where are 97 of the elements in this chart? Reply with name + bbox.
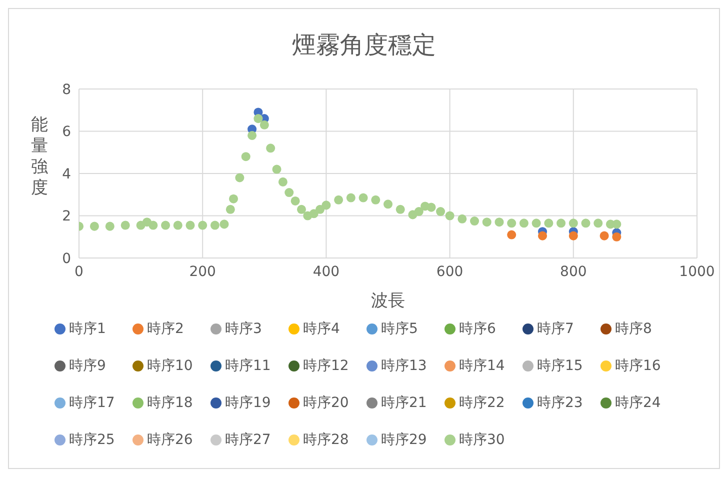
legend-label: 時序19 [225, 394, 271, 412]
y-tick-label: 0 [62, 250, 71, 267]
legend-label: 時序5 [381, 320, 418, 338]
legend-label: 時序17 [69, 394, 115, 412]
point [272, 164, 282, 174]
point [371, 195, 380, 204]
legend-label: 時序3 [225, 320, 262, 338]
point [445, 211, 454, 220]
x-tick-label: 600 [436, 264, 464, 280]
point [316, 204, 325, 214]
point [426, 202, 436, 212]
point [105, 222, 114, 231]
legend-label: 時序28 [303, 430, 349, 448]
point [248, 130, 257, 140]
point [322, 200, 331, 210]
point [538, 231, 548, 240]
point [568, 218, 578, 228]
x-tick-label: 400 [312, 264, 340, 280]
x-tick-label: 200 [189, 264, 216, 280]
point [470, 216, 480, 226]
legend-label: 時序13 [381, 356, 427, 374]
legend-label: 時序7 [537, 320, 574, 338]
legend-label: 時序1 [69, 320, 106, 338]
legend-label: 時序9 [69, 356, 106, 374]
legend-label: 時序25 [69, 430, 115, 448]
legend-label: 時序23 [537, 394, 583, 412]
legend-label: 時序18 [147, 394, 193, 412]
point [581, 218, 590, 228]
point [600, 231, 609, 240]
legend-label: 時序22 [459, 394, 505, 412]
point [346, 193, 356, 202]
x-tick-label: 0 [74, 264, 84, 280]
point [383, 200, 393, 209]
point [210, 220, 220, 230]
point [334, 195, 344, 204]
point [414, 207, 424, 216]
point [296, 204, 306, 214]
point [254, 114, 263, 124]
point [396, 204, 405, 214]
point [482, 218, 492, 227]
point [120, 220, 130, 230]
point [568, 231, 578, 240]
point [161, 220, 170, 230]
point [507, 230, 516, 240]
legend-label: 時序12 [303, 356, 349, 374]
point [507, 218, 516, 228]
point [198, 220, 208, 230]
point [544, 218, 554, 228]
legend-label: 時序6 [459, 320, 496, 338]
y-tick-label: 6 [62, 124, 72, 140]
y-tick-label: 4 [62, 166, 72, 182]
legend-label: 時序26 [147, 430, 193, 448]
legend-label: 時序15 [537, 356, 583, 374]
y-axis-title: 能量強度 [31, 115, 49, 199]
point [358, 193, 368, 202]
point [173, 220, 182, 230]
legend-label: 時序27 [225, 430, 271, 448]
point [235, 173, 244, 182]
point [436, 207, 446, 216]
point [260, 120, 269, 130]
point [186, 220, 195, 230]
point [226, 204, 235, 214]
legend-label: 時序21 [381, 394, 427, 412]
chart-title: 煙霧角度穩定 [291, 30, 437, 61]
y-tick-label: 8 [62, 82, 71, 98]
legend-label: 時序4 [303, 320, 340, 338]
point [241, 152, 250, 162]
point [290, 196, 300, 206]
point [494, 218, 504, 227]
y-tick-label: 2 [62, 208, 71, 225]
point [556, 218, 566, 228]
legend-label: 時序20 [303, 394, 349, 412]
point [266, 144, 276, 153]
point [220, 220, 229, 229]
point [458, 214, 467, 224]
point [532, 218, 541, 228]
legend-label: 時序29 [381, 430, 427, 448]
point [148, 220, 158, 230]
point [594, 218, 603, 228]
point [519, 218, 528, 228]
point [284, 188, 294, 198]
legend-label: 時序14 [459, 356, 505, 374]
point [90, 222, 99, 231]
point [278, 177, 288, 186]
point [612, 232, 622, 242]
x-tick-label: 800 [560, 264, 587, 280]
legend-label: 時序8 [615, 320, 652, 338]
point [228, 194, 238, 204]
legend-label: 時序30 [459, 430, 505, 448]
legend-label: 時序16 [615, 356, 661, 374]
point [309, 209, 318, 218]
legend-label: 時序2 [147, 320, 184, 338]
legend-label: 時序10 [147, 356, 193, 374]
legend-label: 時序11 [225, 356, 271, 374]
x-tick-label: 1000 [679, 264, 715, 280]
legend-label: 時序24 [615, 394, 661, 412]
x-axis-title: 波長 [371, 291, 405, 311]
